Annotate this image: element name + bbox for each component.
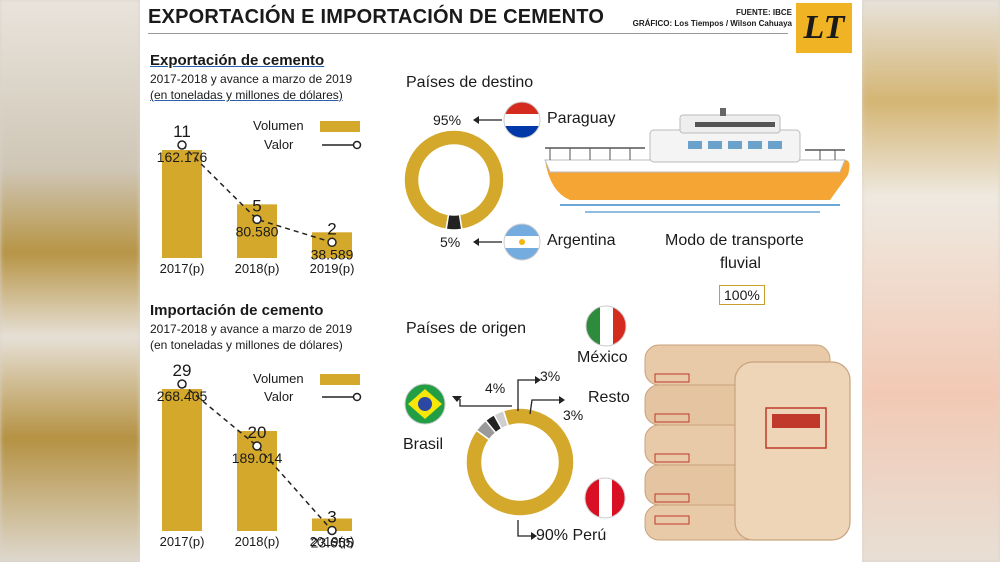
export-bar-1 bbox=[237, 204, 277, 258]
export-legend-value: Valor bbox=[264, 137, 294, 152]
peru-flag bbox=[584, 477, 626, 519]
import-category-label-2: 2019(p) bbox=[310, 534, 355, 549]
destination-donut bbox=[403, 129, 505, 231]
arrowhead-brasil bbox=[452, 396, 462, 402]
origin-donut bbox=[465, 407, 575, 517]
arrowhead-paraguay bbox=[473, 116, 479, 124]
country-paraguay: Paraguay bbox=[547, 110, 616, 127]
export-subtitle-2: (en toneladas y millones de dólares) bbox=[150, 88, 343, 102]
import-legend-volume-swatch bbox=[320, 374, 360, 385]
pct-resto: 3% bbox=[563, 407, 584, 423]
arrowhead-resto bbox=[559, 396, 565, 404]
connector-brasil bbox=[459, 399, 512, 407]
background-left bbox=[0, 0, 140, 562]
export-value-point-2 bbox=[327, 237, 337, 248]
pct-paraguay: 95% bbox=[433, 112, 462, 128]
import-volume-label-2: 23.655 bbox=[311, 534, 354, 550]
arrowhead-peru bbox=[531, 532, 537, 540]
charts-canvas: 2017(p)162.176112018(p)80.58052019(p)38.… bbox=[157, 101, 851, 550]
import-value-label-1: 20 bbox=[248, 423, 267, 442]
import-category-label-1: 2018(p) bbox=[235, 534, 280, 549]
export-title: Exportación de cemento bbox=[150, 52, 325, 69]
paraguay-flag bbox=[503, 101, 541, 139]
origin-slice-3 bbox=[492, 409, 510, 430]
import-subtitle-2: (en toneladas y millones de dólares) bbox=[150, 338, 343, 352]
export-legend-volume: Volumen bbox=[253, 118, 304, 133]
export-volume-label-0: 162.176 bbox=[157, 149, 208, 165]
country-mexico: México bbox=[577, 349, 628, 366]
import-bar-2 bbox=[312, 518, 352, 531]
source-credit: FUENTE: IBCE GRÁFICO: Los Tiempos / Wils… bbox=[633, 7, 792, 29]
export-value-point-1 bbox=[252, 214, 262, 225]
country-argentina: Argentina bbox=[547, 232, 616, 249]
pct-mexico: 3% bbox=[540, 368, 561, 384]
export-category-label-2: 2019(p) bbox=[310, 261, 355, 276]
import-title: Importación de cemento bbox=[150, 302, 324, 319]
import-value-point-1 bbox=[252, 441, 262, 451]
export-bar-chart: 2017(p) 162.176 11 2018(p) 80.580 5 2019(p)38.… bbox=[157, 122, 355, 276]
page-title: EXPORTACIÓN E IMPORTACIÓN DE CEMENTO bbox=[148, 6, 605, 28]
pct-argentina: 5% bbox=[440, 234, 461, 250]
credit-text: GRÁFICO: Los Tiempos / Wilson Cahuaya bbox=[632, 19, 792, 28]
transport-label-2: fluvial bbox=[720, 255, 761, 272]
export-category-label-1: 2018(p) bbox=[235, 261, 280, 276]
import-legend-value: Valor bbox=[264, 389, 294, 404]
pct-peru: 90% bbox=[536, 527, 569, 544]
cement-bags-illustration bbox=[644, 344, 851, 541]
export-value-label-0: 11 bbox=[173, 122, 191, 141]
import-volume-label-1: 189.014 bbox=[232, 450, 283, 466]
arrowhead-argentina bbox=[473, 238, 479, 246]
connector-peru bbox=[517, 520, 533, 537]
italy-mexico-flag bbox=[585, 305, 627, 347]
origin-title: Países de origen bbox=[406, 320, 527, 337]
title-divider bbox=[148, 33, 788, 34]
export-value-line bbox=[181, 144, 333, 244]
import-bar-0 bbox=[162, 389, 202, 531]
import-value-label-2: 3 bbox=[327, 507, 336, 526]
export-value-label-2: 2 bbox=[327, 219, 336, 238]
arrowhead-mexico bbox=[535, 376, 541, 384]
export-value-label-1: 5 bbox=[252, 196, 261, 215]
connector-mexico bbox=[517, 379, 536, 411]
import-category-label-0: 2017(p) bbox=[160, 534, 205, 549]
export-bar-0 bbox=[162, 150, 202, 258]
import-legend-value-marker bbox=[352, 392, 362, 402]
export-value-point-0 bbox=[177, 140, 187, 150]
country-resto: Resto bbox=[588, 389, 630, 406]
argentina-flag bbox=[503, 223, 541, 261]
brasil-flag bbox=[404, 383, 446, 425]
destination-slice-0 bbox=[403, 129, 505, 231]
pct-brasil: 4% bbox=[485, 380, 506, 396]
transport-label-1: Modo de transporte bbox=[665, 232, 804, 249]
country-peru: Perú bbox=[572, 527, 607, 544]
import-subtitle-1: 2017-2018 y avance a marzo de 2019 bbox=[150, 322, 353, 336]
import-volume-label-0: 268.405 bbox=[157, 388, 208, 404]
export-legend-value-marker bbox=[352, 140, 362, 150]
transport-pct-badge: 100% bbox=[719, 285, 765, 305]
country-peru-label: 90% Perú bbox=[536, 527, 606, 545]
source-text: FUENTE: IBCE bbox=[736, 8, 792, 17]
export-subtitle-1: 2017-2018 y avance a marzo de 2019 bbox=[150, 72, 353, 86]
import-bar-chart: 2017(p) 268.405 29 2018(p) 189.014 20 2019(p)2… bbox=[157, 361, 355, 550]
export-volume-label-2: 38.589 bbox=[311, 246, 354, 262]
export-volume-label-1: 80.580 bbox=[236, 223, 279, 239]
connector-resto bbox=[529, 399, 560, 415]
import-value-point-2 bbox=[327, 525, 337, 536]
background-right bbox=[862, 0, 1000, 562]
boat-illustration bbox=[544, 108, 850, 213]
import-legend-volume: Volumen bbox=[253, 371, 304, 386]
country-brasil: Brasil bbox=[403, 436, 444, 453]
import-value-label-0: 29 bbox=[173, 361, 192, 380]
destination-slice-1 bbox=[445, 213, 463, 231]
export-category-label-0: 2017(p) bbox=[160, 261, 205, 276]
origin-slice-0 bbox=[465, 407, 575, 517]
import-value-line bbox=[181, 383, 333, 531]
export-legend-volume-swatch bbox=[320, 121, 360, 132]
logo-text: LT bbox=[803, 9, 845, 46]
import-value-point-0 bbox=[177, 379, 187, 389]
infographic-card: EXPORTACIÓN E IMPORTACIÓN DE CEMENTO FUE… bbox=[140, 0, 862, 562]
destination-title: Países de destino bbox=[406, 74, 534, 91]
los-tiempos-logo: LT bbox=[796, 3, 852, 53]
